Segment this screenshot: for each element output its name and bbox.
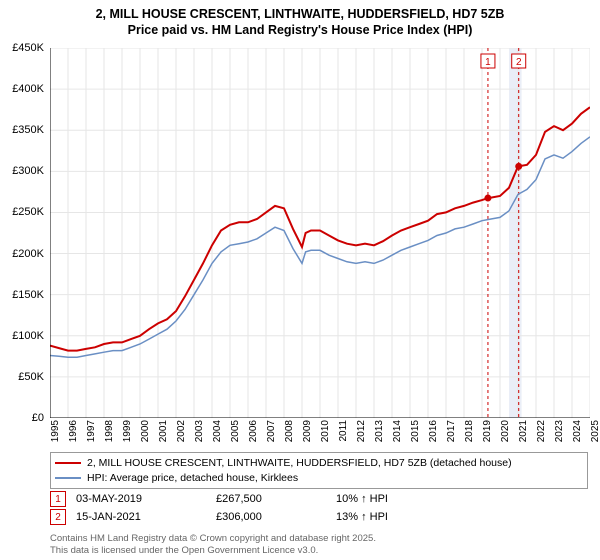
footer-text: Contains HM Land Registry data © Crown c… — [50, 533, 588, 556]
x-tick-label: 2008 — [284, 420, 295, 442]
x-tick-label: 2014 — [392, 420, 403, 442]
y-tick-label: £400K — [12, 83, 44, 95]
footer-line-2: This data is licensed under the Open Gov… — [50, 545, 588, 556]
x-tick-label: 2021 — [518, 420, 529, 442]
y-tick-label: £250K — [12, 206, 44, 218]
y-tick-label: £450K — [12, 42, 44, 54]
legend-swatch-property — [55, 462, 81, 464]
y-tick-label: £200K — [12, 248, 44, 260]
x-tick-label: 2022 — [536, 420, 547, 442]
x-tick-label: 2009 — [302, 420, 313, 442]
svg-text:2: 2 — [516, 57, 522, 68]
y-tick-label: £300K — [12, 165, 44, 177]
x-tick-label: 2020 — [500, 420, 511, 442]
x-tick-label: 2018 — [464, 420, 475, 442]
x-tick-label: 2011 — [338, 420, 349, 442]
sale-price: £306,000 — [216, 511, 326, 523]
x-tick-label: 2006 — [248, 420, 259, 442]
x-tick-label: 2005 — [230, 420, 241, 442]
title-line-1: 2, MILL HOUSE CRESCENT, LINTHWAITE, HUDD… — [0, 6, 600, 22]
sale-row: 2 15-JAN-2021 £306,000 13% ↑ HPI — [50, 508, 588, 526]
x-tick-label: 2013 — [374, 420, 385, 442]
x-tick-label: 1997 — [86, 420, 97, 442]
y-tick-label: £150K — [12, 289, 44, 301]
x-tick-label: 2017 — [446, 420, 457, 442]
sales-table: 1 03-MAY-2019 £267,500 10% ↑ HPI 2 15-JAN-202… — [50, 490, 588, 526]
x-tick-label: 2012 — [356, 420, 367, 442]
x-tick-label: 2023 — [554, 420, 565, 442]
y-tick-label: £0 — [32, 412, 44, 424]
sale-date: 15-JAN-2021 — [76, 511, 206, 523]
legend-label-property: 2, MILL HOUSE CRESCENT, LINTHWAITE, HUDD… — [87, 456, 512, 471]
legend-swatch-hpi — [55, 477, 81, 479]
x-tick-label: 2000 — [140, 420, 151, 442]
x-tick-label: 1998 — [104, 420, 115, 442]
legend-item-property: 2, MILL HOUSE CRESCENT, LINTHWAITE, HUDD… — [55, 456, 583, 471]
sale-row: 1 03-MAY-2019 £267,500 10% ↑ HPI — [50, 490, 588, 508]
x-tick-label: 1999 — [122, 420, 133, 442]
legend-label-hpi: HPI: Average price, detached house, Kirk… — [87, 471, 298, 486]
chart-container: 2, MILL HOUSE CRESCENT, LINTHWAITE, HUDD… — [0, 0, 600, 560]
sale-marker-box: 2 — [50, 509, 66, 525]
chart-title: 2, MILL HOUSE CRESCENT, LINTHWAITE, HUDD… — [0, 0, 600, 39]
x-tick-label: 2019 — [482, 420, 493, 442]
sale-price: £267,500 — [216, 493, 326, 505]
x-tick-label: 1995 — [50, 420, 61, 442]
x-tick-label: 2007 — [266, 420, 277, 442]
x-tick-label: 1996 — [68, 420, 79, 442]
x-tick-label: 2015 — [410, 420, 421, 442]
x-tick-label: 2004 — [212, 420, 223, 442]
title-line-2: Price paid vs. HM Land Registry's House … — [0, 22, 600, 38]
x-tick-label: 2024 — [572, 420, 583, 442]
legend-item-hpi: HPI: Average price, detached house, Kirk… — [55, 471, 583, 486]
x-tick-label: 2025 — [590, 420, 600, 442]
y-tick-label: £100K — [12, 330, 44, 342]
svg-text:1: 1 — [485, 57, 491, 68]
x-axis-labels: 1995 1996 1997 1998 1999 2000 2001 2002 2003 2004… — [50, 418, 590, 448]
sale-marker-box: 1 — [50, 491, 66, 507]
legend: 2, MILL HOUSE CRESCENT, LINTHWAITE, HUDD… — [50, 452, 588, 489]
sale-hpi: 10% ↑ HPI — [336, 493, 588, 505]
chart-svg: 12 — [50, 48, 590, 418]
x-tick-label: 2002 — [176, 420, 187, 442]
y-tick-label: £50K — [18, 371, 44, 383]
footer-line-1: Contains HM Land Registry data © Crown c… — [50, 533, 588, 544]
x-tick-label: 2016 — [428, 420, 439, 442]
x-tick-label: 2010 — [320, 420, 331, 442]
y-tick-label: £350K — [12, 124, 44, 136]
x-tick-label: 2003 — [194, 420, 205, 442]
sale-hpi: 13% ↑ HPI — [336, 511, 588, 523]
y-axis-labels: £0£50K£100K£150K£200K£250K£300K£350K£400… — [0, 48, 48, 418]
sale-date: 03-MAY-2019 — [76, 493, 206, 505]
x-tick-label: 2001 — [158, 420, 169, 442]
plot-area: 12 — [50, 48, 590, 418]
